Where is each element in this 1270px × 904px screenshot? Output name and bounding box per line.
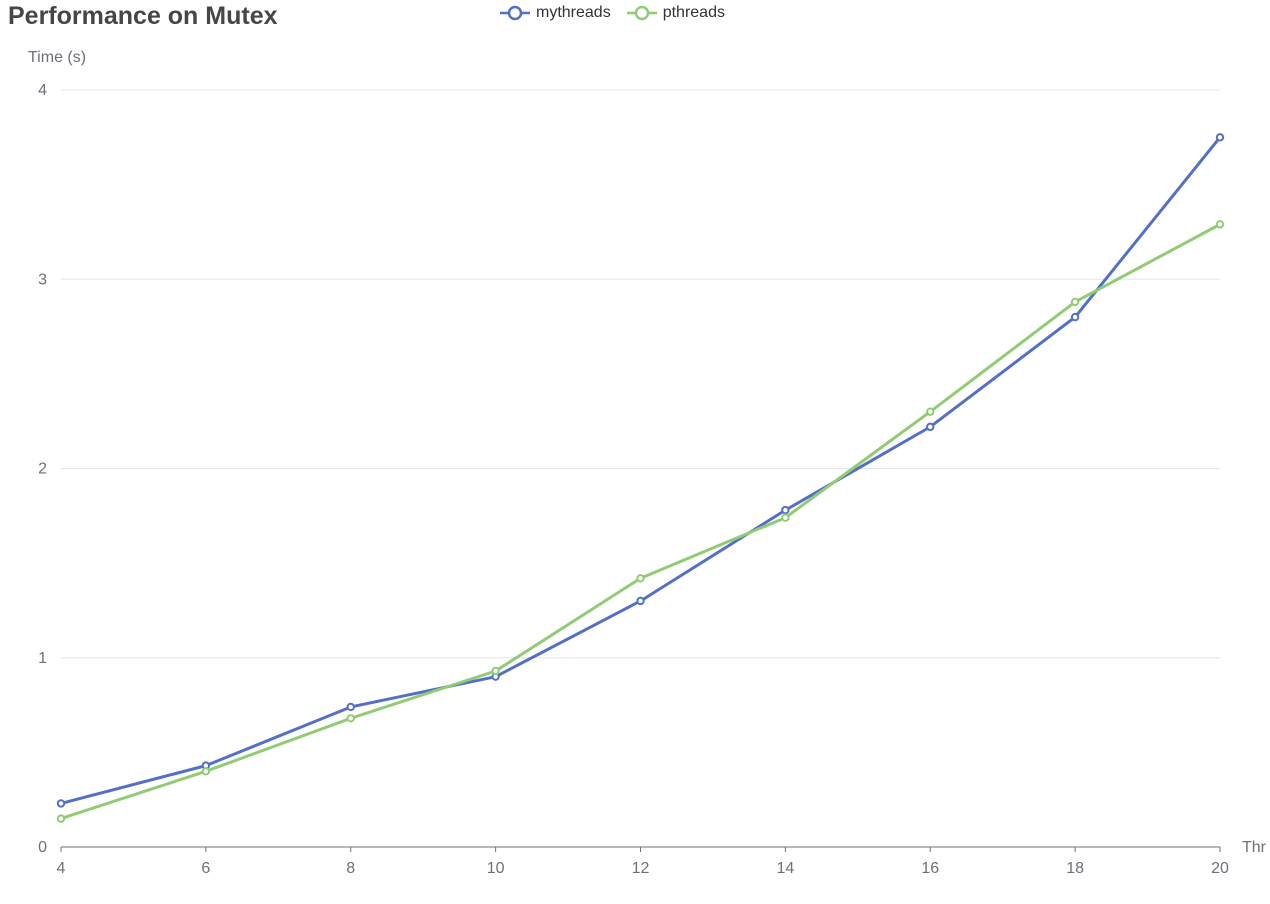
x-tick-label: 14 — [776, 860, 794, 877]
series-line-pthreads — [59, 222, 1222, 821]
data-point-pthreads[interactable] — [1070, 297, 1080, 307]
data-point-pthreads[interactable] — [491, 666, 500, 676]
legend-label-pthreads: pthreads — [662, 4, 725, 21]
data-point-pthreads[interactable] — [1215, 220, 1225, 229]
x-tick-label: 10 — [487, 860, 505, 877]
data-point-mythreads[interactable] — [56, 799, 66, 808]
y-tick-label: 1 — [38, 650, 47, 667]
data-point-mythreads[interactable] — [926, 422, 935, 432]
data-point-pthreads[interactable] — [346, 714, 355, 723]
x-tick-label: 8 — [346, 860, 355, 877]
y-tick-label: 4 — [38, 82, 47, 99]
x-axis-label: Thr — [1242, 839, 1267, 856]
legend-item-mythreads[interactable]: mythreads — [500, 4, 611, 22]
data-point-pthreads[interactable] — [201, 767, 211, 776]
x-tick-label: 6 — [201, 860, 210, 877]
chart-title: Performance on Mutex — [8, 2, 278, 30]
data-point-mythreads[interactable] — [636, 596, 645, 606]
legend: mythreads pthreads — [500, 4, 725, 22]
legend-label-mythreads: mythreads — [536, 4, 611, 21]
legend-marker-pthreads — [626, 5, 657, 21]
x-tick-label: 16 — [921, 860, 939, 877]
data-point-pthreads[interactable] — [636, 574, 645, 583]
series — [56, 133, 1225, 823]
y-tick-label: 3 — [38, 271, 47, 288]
data-point-pthreads[interactable] — [781, 513, 790, 522]
data-point-pthreads[interactable] — [56, 814, 66, 823]
y-tick-label: 0 — [38, 839, 47, 856]
x-tick-label: 4 — [57, 860, 66, 877]
y-axis-label: Time (s) — [28, 49, 86, 66]
x-tick-label: 20 — [1211, 860, 1229, 877]
series-line-mythreads — [59, 135, 1222, 805]
data-point-mythreads[interactable] — [1070, 312, 1080, 322]
data-point-pthreads[interactable] — [926, 407, 935, 416]
y-tick-label: 2 — [38, 461, 47, 478]
legend-item-pthreads[interactable]: pthreads — [626, 4, 725, 22]
legend-marker-mythreads — [500, 5, 530, 21]
x-tick-label: 12 — [632, 860, 650, 877]
x-tick-label: 18 — [1066, 860, 1084, 877]
data-point-mythreads[interactable] — [781, 505, 790, 515]
data-point-mythreads[interactable] — [1215, 133, 1225, 142]
data-point-mythreads[interactable] — [346, 702, 355, 712]
grid-lines — [61, 89, 1220, 659]
